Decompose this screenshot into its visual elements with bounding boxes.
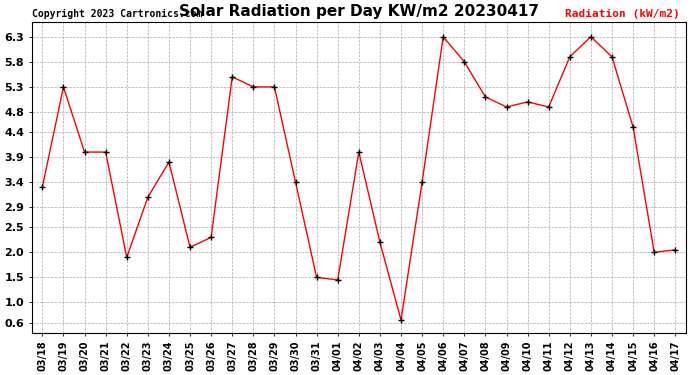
Text: Radiation (kW/m2): Radiation (kW/m2)	[564, 9, 679, 19]
Title: Solar Radiation per Day KW/m2 20230417: Solar Radiation per Day KW/m2 20230417	[179, 4, 539, 19]
Text: Copyright 2023 Cartronics.com: Copyright 2023 Cartronics.com	[32, 9, 202, 19]
